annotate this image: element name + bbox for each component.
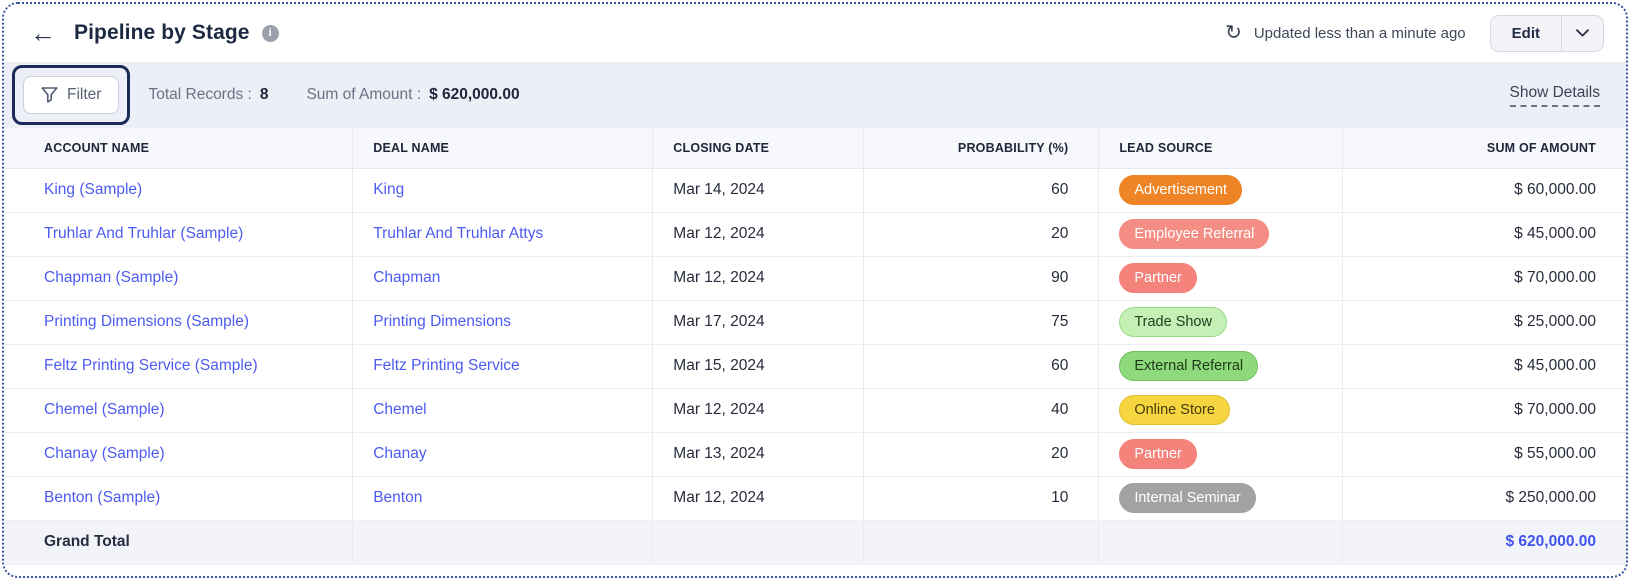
- col-probability[interactable]: PROBABILITY (%): [863, 128, 1099, 169]
- deal-name-link[interactable]: Benton: [373, 489, 423, 506]
- edit-button[interactable]: Edit: [1511, 24, 1540, 42]
- filter-highlight-box: Filter: [12, 65, 131, 125]
- sum-of-amount-cell: $ 55,000.00: [1341, 432, 1626, 477]
- table-body: King (Sample) King Mar 14, 2024 60 Adver…: [4, 168, 1626, 521]
- probability-cell: 90: [863, 256, 1099, 301]
- lead-source-badge: Advertisement: [1119, 174, 1243, 206]
- report-toolbar: Filter Total Records : 8 Sum of Amount :…: [4, 62, 1626, 128]
- table-row: Truhlar And Truhlar (Sample) Truhlar And…: [4, 212, 1626, 257]
- deal-name-link[interactable]: Printing Dimensions: [373, 313, 512, 330]
- edit-button-divider: [1561, 15, 1562, 51]
- refresh-icon[interactable]: ↻: [1225, 22, 1242, 44]
- closing-date-cell: Mar 17, 2024: [652, 300, 864, 345]
- probability-cell: 60: [863, 168, 1099, 213]
- closing-date-cell: Mar 12, 2024: [652, 476, 864, 521]
- sum-of-amount-cell: $ 70,000.00: [1341, 388, 1626, 433]
- probability-cell: 10: [863, 476, 1099, 521]
- filter-button-label: Filter: [67, 86, 102, 103]
- lead-source-badge: Trade Show: [1119, 306, 1227, 338]
- sum-of-amount-cell: $ 60,000.00: [1341, 168, 1626, 213]
- deal-name-link[interactable]: Chemel: [373, 401, 427, 418]
- probability-cell: 20: [863, 432, 1099, 477]
- edit-dropdown-button[interactable]: [1562, 16, 1603, 51]
- lead-source-badge: Internal Seminar: [1119, 482, 1256, 514]
- probability-cell: 20: [863, 212, 1099, 257]
- grand-total-label: Grand Total: [4, 519, 353, 565]
- col-sum-of-amount[interactable]: SUM OF AMOUNT: [1341, 128, 1626, 169]
- deal-name-link[interactable]: Chanay: [373, 445, 427, 462]
- deal-name-link[interactable]: Feltz Printing Service: [373, 357, 520, 374]
- sum-of-amount-cell: $ 25,000.00: [1341, 300, 1626, 345]
- account-name-link[interactable]: Feltz Printing Service (Sample): [44, 357, 258, 374]
- table-header: ACCOUNT NAME DEAL NAME CLOSING DATE PROB…: [4, 128, 1626, 169]
- table-footer: Grand Total $ 620,000.00: [4, 519, 1626, 565]
- probability-cell: 75: [863, 300, 1099, 345]
- sum-of-amount-cell: $ 45,000.00: [1341, 344, 1626, 389]
- col-lead-source[interactable]: LEAD SOURCE: [1098, 128, 1343, 169]
- deal-name-link[interactable]: King: [373, 181, 405, 198]
- chevron-down-icon: [1576, 29, 1589, 37]
- sum-of-amount-cell: $ 250,000.00: [1341, 476, 1626, 521]
- probability-cell: 60: [863, 344, 1099, 389]
- closing-date-cell: Mar 12, 2024: [652, 256, 864, 301]
- account-name-link[interactable]: Benton (Sample): [44, 489, 161, 506]
- lead-source-badge: Partner: [1119, 438, 1197, 470]
- account-name-link[interactable]: Printing Dimensions (Sample): [44, 313, 250, 330]
- closing-date-cell: Mar 15, 2024: [652, 344, 864, 389]
- updated-status-text: Updated less than a minute ago: [1253, 24, 1466, 42]
- lead-source-badge: Employee Referral: [1119, 218, 1270, 250]
- account-name-link[interactable]: Chapman (Sample): [44, 269, 179, 286]
- table-row: Feltz Printing Service (Sample) Feltz Pr…: [4, 344, 1626, 389]
- account-name-link[interactable]: Chemel (Sample): [44, 401, 165, 418]
- summary-stats: Total Records : 8 Sum of Amount : $ 620,…: [148, 86, 519, 104]
- sum-of-amount-label: Sum of Amount :: [306, 86, 422, 103]
- table-row: Chapman (Sample) Chapman Mar 12, 2024 90…: [4, 256, 1626, 301]
- sum-of-amount-cell: $ 45,000.00: [1341, 212, 1626, 257]
- sum-of-amount-cell: $ 70,000.00: [1341, 256, 1626, 301]
- sum-of-amount-value: $ 620,000.00: [429, 86, 520, 103]
- grand-total-amount: $ 620,000.00: [1341, 519, 1626, 565]
- show-details-link[interactable]: Show Details: [1509, 84, 1600, 107]
- filter-funnel-icon: [41, 87, 58, 103]
- table-row: Printing Dimensions (Sample) Printing Di…: [4, 300, 1626, 345]
- probability-cell: 40: [863, 388, 1099, 433]
- col-deal-name[interactable]: DEAL NAME: [352, 128, 653, 169]
- filter-button[interactable]: Filter: [23, 76, 120, 114]
- pipeline-table: ACCOUNT NAME DEAL NAME CLOSING DATE PROB…: [4, 128, 1626, 565]
- back-arrow-icon[interactable]: ←: [30, 18, 56, 48]
- header-actions: ↻ Updated less than a minute ago Edit: [1225, 14, 1604, 52]
- lead-source-badge: External Referral: [1119, 350, 1259, 382]
- deal-name-link[interactable]: Chapman: [373, 269, 441, 286]
- table-row: King (Sample) King Mar 14, 2024 60 Adver…: [4, 168, 1626, 213]
- account-name-link[interactable]: King (Sample): [44, 181, 143, 198]
- total-records-label: Total Records :: [148, 86, 252, 103]
- table-row: Benton (Sample) Benton Mar 12, 2024 10 I…: [4, 476, 1626, 521]
- table-row: Chanay (Sample) Chanay Mar 13, 2024 20 P…: [4, 432, 1626, 477]
- info-icon[interactable]: i: [261, 24, 279, 42]
- closing-date-cell: Mar 12, 2024: [652, 388, 864, 433]
- closing-date-cell: Mar 12, 2024: [652, 212, 864, 257]
- col-account-name[interactable]: ACCOUNT NAME: [4, 128, 353, 169]
- edit-split-button[interactable]: Edit: [1489, 14, 1604, 52]
- total-records-value: 8: [259, 86, 269, 103]
- grand-total-row: Grand Total $ 620,000.00: [4, 519, 1626, 565]
- closing-date-cell: Mar 14, 2024: [652, 168, 864, 213]
- col-closing-date[interactable]: CLOSING DATE: [652, 128, 864, 169]
- page-title: Pipeline by Stage: [74, 21, 250, 44]
- closing-date-cell: Mar 13, 2024: [652, 432, 864, 477]
- deal-name-link[interactable]: Truhlar And Truhlar Attys: [373, 225, 544, 242]
- table-row: Chemel (Sample) Chemel Mar 12, 2024 40 O…: [4, 388, 1626, 433]
- report-header: ← Pipeline by Stage i ↻ Updated less tha…: [4, 4, 1626, 62]
- account-name-link[interactable]: Truhlar And Truhlar (Sample): [44, 225, 244, 242]
- lead-source-badge: Online Store: [1119, 394, 1230, 426]
- account-name-link[interactable]: Chanay (Sample): [44, 445, 165, 462]
- lead-source-badge: Partner: [1119, 262, 1197, 294]
